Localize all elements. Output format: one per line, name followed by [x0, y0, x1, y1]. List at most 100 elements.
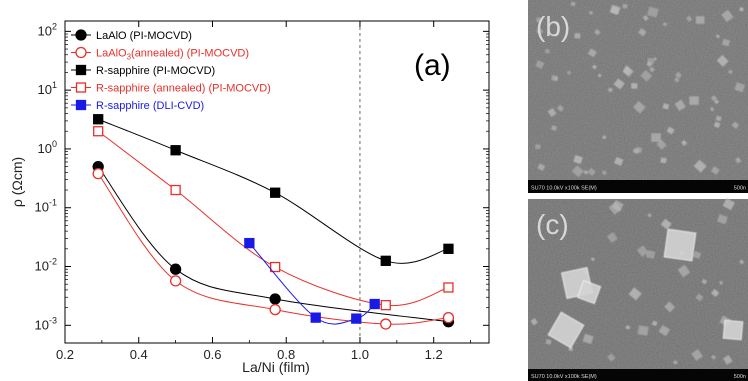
data-point — [380, 255, 391, 266]
sem-grain — [710, 95, 718, 102]
sem-crystal — [576, 279, 602, 305]
y-tick-label: 10-3 — [35, 315, 57, 332]
sem-grain — [721, 9, 734, 23]
sem-grain — [547, 107, 557, 117]
series-line — [97, 173, 449, 325]
sem-grain — [660, 157, 667, 164]
x-tick-label: 0.2 — [56, 347, 74, 362]
sem-grain — [658, 325, 671, 337]
sem-grain — [673, 77, 680, 83]
sem-grain — [734, 82, 745, 93]
sem-grain — [588, 10, 594, 15]
data-point — [380, 300, 391, 311]
sem-grain — [651, 320, 658, 327]
series-line — [248, 242, 376, 325]
sem-grains-b — [535, 1, 745, 178]
sem-grain — [666, 126, 675, 135]
sem-grain — [649, 66, 655, 73]
sem-grain — [628, 287, 642, 301]
sem-grain — [640, 69, 653, 82]
sem-grain — [551, 74, 559, 82]
sem-grain — [695, 16, 705, 24]
sem-scale-c: 500n — [734, 374, 746, 380]
sem-grain — [660, 218, 672, 230]
legend-marker — [75, 82, 87, 93]
sem-crystal — [547, 311, 585, 349]
sem-grain — [570, 1, 576, 7]
sem-caption-c: SU70 10.0kV x100k SE(M) — [531, 374, 597, 380]
data-point — [93, 114, 104, 125]
sem-grain — [609, 4, 621, 15]
x-tick-label: 0.4 — [130, 347, 148, 362]
sem-info-bar-c — [528, 369, 748, 381]
sem-grain — [653, 56, 658, 62]
sem-grain — [692, 250, 702, 259]
legend-marker — [75, 64, 87, 76]
sem-grain — [607, 87, 613, 93]
data-point — [169, 263, 182, 275]
data-point — [310, 312, 321, 323]
sem-grain — [739, 259, 745, 265]
legend-label: R-sapphire (PI-MOCVD) — [96, 65, 215, 77]
sem-grain — [587, 167, 596, 177]
series-line — [97, 166, 449, 323]
y-tick-label: 102 — [38, 21, 57, 38]
sem-grain — [647, 58, 655, 65]
sem-grain — [632, 100, 646, 114]
y-tick-base: 10 — [38, 141, 52, 156]
sem-grain — [664, 301, 676, 313]
sem-grain — [614, 156, 624, 166]
data-point — [169, 275, 182, 287]
sem-grain — [674, 71, 682, 79]
sem-grain — [556, 104, 565, 112]
sem-grain — [714, 99, 720, 105]
sem-grain — [550, 125, 558, 131]
sem-grain — [689, 96, 699, 105]
sem-grain — [662, 21, 668, 27]
x-tick-label: 0.6 — [203, 347, 221, 362]
legend-marker — [75, 46, 87, 59]
sem-grain — [574, 33, 581, 39]
sem-grain — [735, 157, 742, 164]
sem-grain — [651, 133, 661, 143]
data-point — [270, 187, 281, 198]
legend-marker — [75, 99, 87, 111]
sem-grain — [716, 54, 729, 67]
sem-grain — [568, 346, 574, 352]
sem-grain — [738, 6, 744, 12]
sem-caption-b: SU70 10.0kV x100k SE(M) — [531, 186, 597, 192]
sem-grain — [635, 146, 643, 154]
sem-grain — [607, 353, 616, 362]
sem-grain — [601, 135, 607, 140]
legend-label-part: (annealed) (PI-MOCVD) — [131, 48, 249, 60]
y-tick-exponent: 0 — [52, 139, 57, 149]
data-point — [351, 313, 362, 324]
sem-grain — [535, 60, 545, 69]
sem-grain — [673, 360, 678, 365]
y-tick-base: 10 — [35, 317, 49, 332]
sem-grain — [587, 48, 597, 58]
x-axis-title: La/Ni (film) — [242, 359, 310, 375]
sem-crystal — [663, 228, 697, 262]
sem-grain — [535, 16, 542, 23]
sem-grain — [674, 99, 686, 112]
sem-grain — [691, 349, 703, 361]
legend-label-part: 3 — [127, 53, 132, 62]
sem-grain — [582, 333, 594, 345]
sem-grain — [566, 70, 572, 76]
sem-grain — [544, 48, 550, 54]
y-tick-label: 100 — [38, 139, 57, 156]
y-tick-exponent: 1 — [52, 80, 57, 90]
sem-grain — [681, 139, 688, 146]
sem-grain — [645, 250, 656, 259]
data-point — [170, 184, 181, 196]
sem-grain — [571, 165, 584, 178]
y-tick-base: 10 — [38, 23, 52, 38]
sem-grain — [710, 354, 717, 360]
sem-grain — [545, 338, 552, 345]
sem-grain — [611, 200, 624, 212]
sem-grain — [631, 83, 638, 89]
y-tick-exponent: -3 — [49, 315, 57, 325]
sem-grain — [731, 121, 740, 129]
